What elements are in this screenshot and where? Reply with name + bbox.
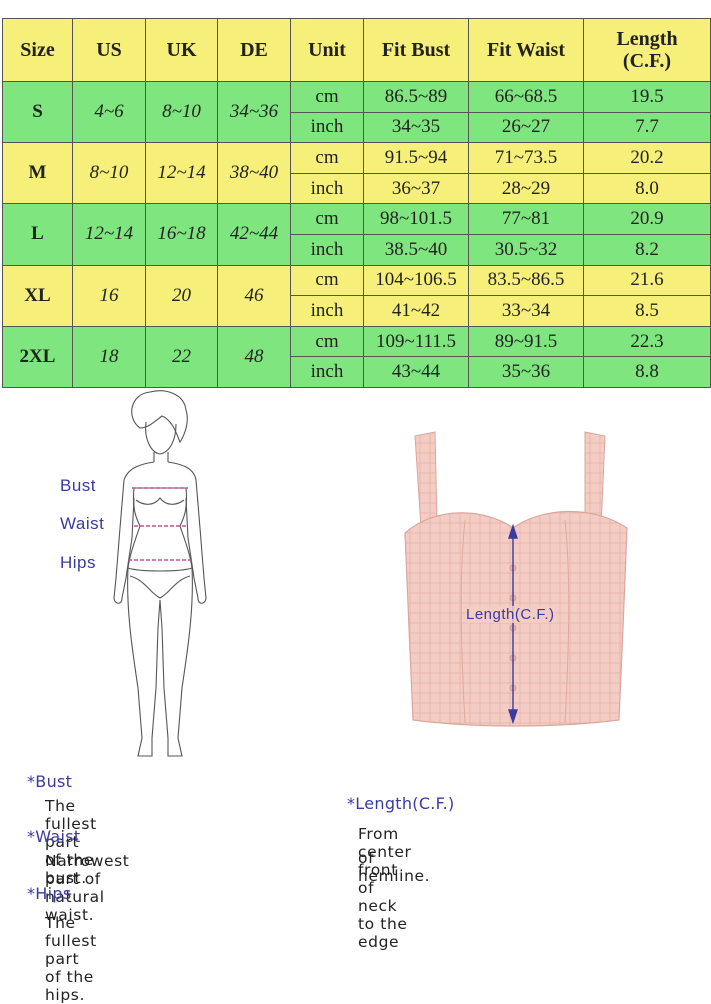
de-cell: 42~44 — [217, 203, 291, 266]
unit-cell: cm — [290, 142, 364, 174]
waist-cell: 26~27 — [468, 111, 584, 144]
bust-note-desc: The fullest part of the bust. — [45, 797, 97, 887]
length-cell: 19.5 — [583, 81, 711, 113]
waist-cell: 33~34 — [468, 295, 584, 327]
length-note-desc-2: of hemline. — [358, 849, 431, 885]
uk-cell: 22 — [145, 325, 218, 388]
bust-cell: 34~35 — [363, 111, 469, 144]
uk-cell: 12~14 — [145, 142, 218, 205]
body-figure-illustration — [113, 390, 207, 757]
us-cell: 12~14 — [72, 203, 146, 266]
hips-label: Hips — [60, 553, 97, 572]
bust-cell: 109~111.5 — [363, 325, 469, 358]
unit-cell: inch — [290, 233, 364, 266]
waist-cell: 77~81 — [468, 203, 584, 235]
length-cell: 8.8 — [583, 356, 711, 388]
bust-label: Bust — [60, 476, 97, 495]
length-note-title: *Length(C.F.) — [347, 794, 455, 813]
unit-cell: inch — [290, 295, 364, 327]
hips-note-desc: The fullest part of the hips. — [45, 914, 97, 1004]
length-cell: 8.0 — [583, 172, 711, 205]
bust-cell: 41~42 — [363, 295, 469, 327]
header-fit-waist: Fit Waist — [468, 18, 584, 82]
table-row: inch 34~35 26~27 7.7 — [2, 111, 711, 144]
us-cell: 18 — [72, 325, 146, 388]
uk-cell: 16~18 — [145, 203, 218, 266]
bust-cell: 86.5~89 — [363, 81, 469, 113]
header-length: Length (C.F.) — [583, 18, 711, 82]
header-row: Size US UK DE Unit Fit Bust Fit Waist Le… — [2, 18, 711, 82]
header-unit: Unit — [290, 18, 364, 82]
bust-cell: 104~106.5 — [363, 264, 469, 297]
us-cell: 8~10 — [72, 142, 146, 205]
unit-cell: cm — [290, 81, 364, 113]
size-cell: M — [2, 142, 73, 205]
table-row: 2XL 18 22 48 cm 109~111.5 89~91.5 22.3 — [2, 325, 711, 388]
size-cell: S — [2, 80, 73, 144]
de-cell: 46 — [217, 264, 291, 327]
bust-cell: 43~44 — [363, 356, 469, 388]
unit-cell: cm — [290, 325, 364, 358]
length-cell: 21.6 — [583, 264, 711, 297]
uk-cell: 8~10 — [145, 80, 218, 144]
length-cell: 7.7 — [583, 111, 711, 144]
length-cell: 20.2 — [583, 142, 711, 174]
de-cell: 38~40 — [217, 142, 291, 205]
length-cell: 8.5 — [583, 295, 711, 327]
size-cell: 2XL — [2, 325, 73, 388]
length-cell: 22.3 — [583, 325, 711, 358]
header-uk: UK — [145, 18, 218, 82]
table-row: S 4~6 8~10 34~36 cm 86.5~89 66~68.5 19.5 — [2, 80, 711, 144]
waist-note-title: *Waist — [27, 827, 81, 846]
header-us: US — [72, 18, 146, 82]
bust-cell: 91.5~94 — [363, 142, 469, 174]
bust-note-title: *Bust — [27, 772, 73, 791]
header-length-text: Length (C.F.) — [616, 28, 678, 72]
size-cell: XL — [2, 264, 73, 327]
de-cell: 48 — [217, 325, 291, 388]
header-size: Size — [2, 18, 73, 82]
waist-cell: 28~29 — [468, 172, 584, 205]
us-cell: 4~6 — [72, 80, 146, 144]
size-chart-table: Size US UK DE Unit Fit Bust Fit Waist Le… — [2, 18, 711, 388]
table-row: L 12~14 16~18 42~44 cm 98~101.5 77~81 20… — [2, 203, 711, 266]
waist-cell: 30.5~32 — [468, 233, 584, 266]
bust-cell: 98~101.5 — [363, 203, 469, 235]
unit-cell: inch — [290, 111, 364, 144]
length-cell: 8.2 — [583, 233, 711, 266]
header-de: DE — [217, 18, 291, 82]
length-note-desc-1: From center front of neck to the edge — [358, 825, 412, 951]
table-row: M 8~10 12~14 38~40 cm 91.5~94 71~73.5 20… — [2, 142, 711, 205]
unit-cell: cm — [290, 203, 364, 235]
crop-top-illustration — [404, 431, 628, 727]
waist-cell: 35~36 — [468, 356, 584, 388]
us-cell: 16 — [72, 264, 146, 327]
unit-cell: inch — [290, 356, 364, 388]
waist-cell: 83.5~86.5 — [468, 264, 584, 297]
waist-label: Waist — [60, 514, 105, 533]
table-row: XL 16 20 46 cm 104~106.5 83.5~86.5 21.6 — [2, 264, 711, 327]
de-cell: 34~36 — [217, 80, 291, 144]
uk-cell: 20 — [145, 264, 218, 327]
hips-note-title: *Hips — [27, 884, 72, 903]
waist-cell: 89~91.5 — [468, 325, 584, 358]
size-cell: L — [2, 203, 73, 266]
waist-note-desc: Narrowest part of natural waist. — [45, 852, 130, 924]
waist-cell: 71~73.5 — [468, 142, 584, 174]
unit-cell: inch — [290, 172, 364, 205]
unit-cell: cm — [290, 264, 364, 297]
length-label: Length(C.F.) — [466, 606, 555, 623]
length-cell: 20.9 — [583, 203, 711, 235]
waist-cell: 66~68.5 — [468, 81, 584, 113]
header-fit-bust: Fit Bust — [363, 18, 469, 82]
bust-cell: 36~37 — [363, 172, 469, 205]
bust-cell: 38.5~40 — [363, 233, 469, 266]
